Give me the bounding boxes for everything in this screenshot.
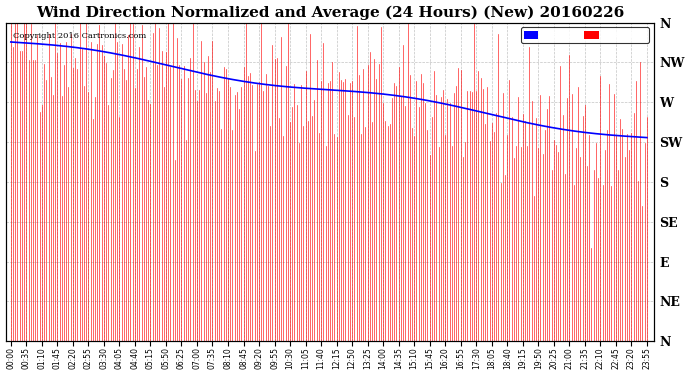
Text: Copyright 2016 Cartronics.com: Copyright 2016 Cartronics.com (13, 32, 146, 40)
Title: Wind Direction Normalized and Average (24 Hours) (New) 20160226: Wind Direction Normalized and Average (2… (36, 6, 624, 20)
Legend: Average, Direction: Average, Direction (521, 27, 649, 43)
